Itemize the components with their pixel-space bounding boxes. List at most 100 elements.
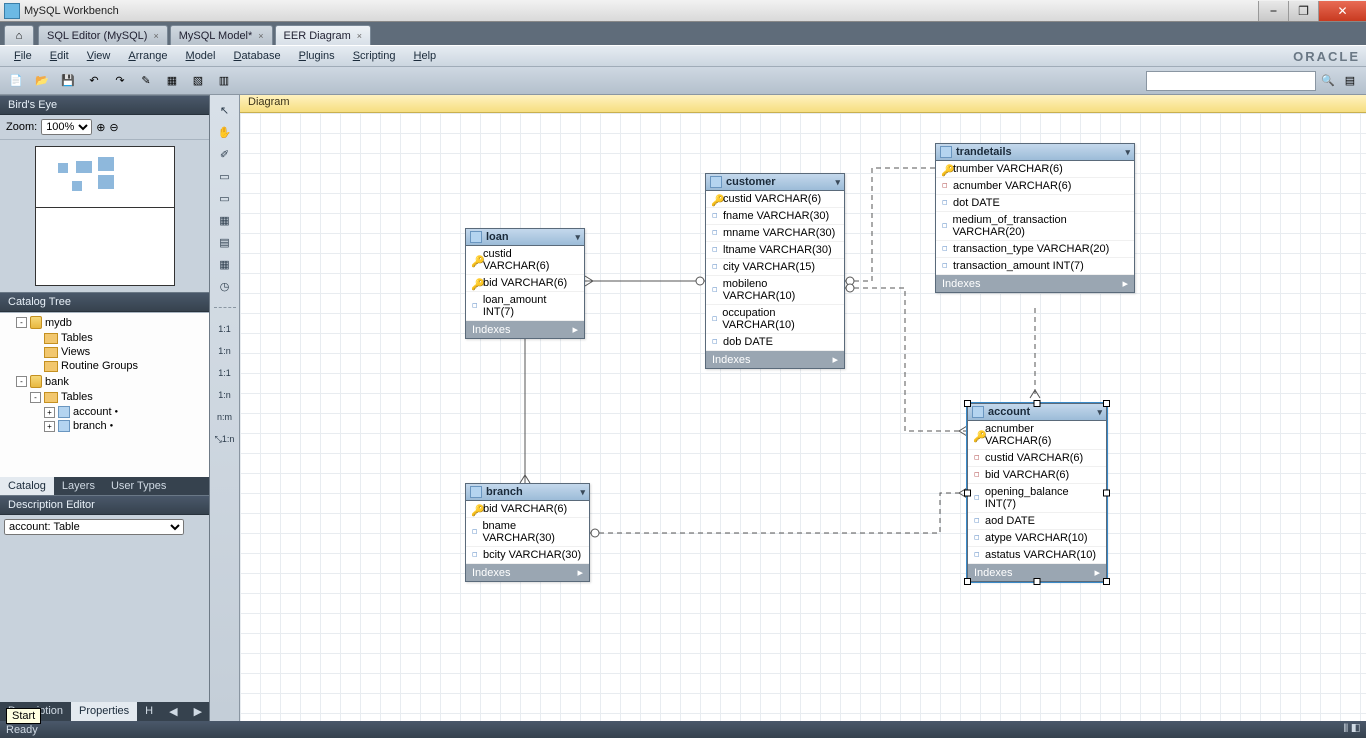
selection-handle[interactable] — [964, 400, 971, 407]
selection-handle[interactable] — [1103, 400, 1110, 407]
entity-branch[interactable]: branch▾🔑bid VARCHAR(6)◇bname VARCHAR(30)… — [465, 483, 590, 582]
entity-column[interactable]: ◇mobileno VARCHAR(10) — [706, 276, 844, 305]
entity-header[interactable]: loan▾ — [466, 229, 584, 246]
entity-column[interactable]: ◇mname VARCHAR(30) — [706, 225, 844, 242]
tree-expand-icon[interactable]: + — [44, 421, 55, 432]
home-tab[interactable]: ⌂ — [4, 25, 34, 45]
search-input[interactable] — [1146, 71, 1316, 91]
indexes-row[interactable]: Indexes▸ — [706, 351, 844, 368]
zoom-select[interactable]: 100% — [41, 119, 92, 135]
selection-handle[interactable] — [1034, 400, 1041, 407]
selection-handle[interactable] — [1103, 489, 1110, 496]
bottom-tab[interactable]: Properties — [71, 702, 137, 721]
entity-column[interactable]: ◇aod DATE — [968, 513, 1106, 530]
relation-tool-button[interactable]: n:m — [214, 406, 236, 428]
menu-item[interactable]: Plugins — [291, 48, 343, 64]
tree-expand-icon[interactable]: - — [30, 392, 41, 403]
menu-item[interactable]: Edit — [42, 48, 77, 64]
toolbar-button[interactable]: ✎ — [136, 71, 156, 91]
selection-handle[interactable] — [964, 578, 971, 585]
search-button[interactable]: 🔍 — [1318, 71, 1338, 91]
entity-header[interactable]: trandetails▾ — [936, 144, 1134, 161]
toolbar-button[interactable]: ▧ — [188, 71, 208, 91]
selection-handle[interactable] — [1034, 578, 1041, 585]
chevron-down-icon[interactable]: ▾ — [580, 487, 585, 498]
tool-button[interactable]: ▦ — [214, 253, 236, 275]
indexes-row[interactable]: Indexes▸ — [936, 275, 1134, 292]
entity-column[interactable]: ◇opening_balance INT(7) — [968, 484, 1106, 513]
entity-column[interactable]: ◇occupation VARCHAR(10) — [706, 305, 844, 334]
entity-column[interactable]: ◇atype VARCHAR(10) — [968, 530, 1106, 547]
entity-column[interactable]: ◇dob DATE — [706, 334, 844, 351]
relation-tool-button[interactable]: 1:1 — [214, 318, 236, 340]
tree-item[interactable]: -Tables — [30, 390, 207, 404]
toolbar-button[interactable]: ↷ — [110, 71, 130, 91]
bottom-tab[interactable]: H — [137, 702, 161, 721]
catalog-tree[interactable]: -mydbTablesViewsRoutine Groups-bank-Tabl… — [0, 313, 209, 437]
selection-handle[interactable] — [1103, 578, 1110, 585]
zoom-in-button[interactable]: ⊕ — [96, 121, 105, 134]
tab-close-icon[interactable]: × — [153, 31, 158, 41]
entity-column[interactable]: ◇bname VARCHAR(30) — [466, 518, 589, 547]
tree-item[interactable]: Views — [30, 345, 207, 359]
menu-item[interactable]: Scripting — [345, 48, 404, 64]
maximize-button[interactable]: ❐ — [1288, 1, 1318, 21]
relation-tool-button[interactable]: 1:n — [214, 384, 236, 406]
search-options-button[interactable]: ▤ — [1340, 71, 1360, 91]
toolbar-button[interactable]: 📄 — [6, 71, 26, 91]
tree-item[interactable]: Routine Groups — [30, 359, 207, 373]
diagram-canvas[interactable]: loan▾🔑custid VARCHAR(6)🔑bid VARCHAR(6)◇l… — [240, 113, 1366, 721]
entity-loan[interactable]: loan▾🔑custid VARCHAR(6)🔑bid VARCHAR(6)◇l… — [465, 228, 585, 339]
app-tab[interactable]: SQL Editor (MySQL)× — [38, 25, 168, 45]
left-tab[interactable]: Catalog — [0, 477, 54, 495]
toolbar-button[interactable]: 💾 — [58, 71, 78, 91]
tree-item[interactable]: +account ● — [44, 405, 207, 419]
entity-account[interactable]: account▾🔑acnumber VARCHAR(6)◇custid VARC… — [967, 403, 1107, 582]
entity-column[interactable]: ◇custid VARCHAR(6) — [968, 450, 1106, 467]
chevron-down-icon[interactable]: ▾ — [1125, 147, 1130, 158]
relation-tool-button[interactable]: 1:n — [214, 340, 236, 362]
relation-tool-button[interactable]: 1:1 — [214, 362, 236, 384]
entity-column[interactable]: 🔑acnumber VARCHAR(6) — [968, 421, 1106, 450]
entity-column[interactable]: ◇astatus VARCHAR(10) — [968, 547, 1106, 564]
bottom-tab-scroll[interactable]: ◀ — [161, 702, 185, 721]
entity-column[interactable]: ◇bid VARCHAR(6) — [968, 467, 1106, 484]
app-tab[interactable]: EER Diagram× — [275, 25, 372, 45]
tab-close-icon[interactable]: × — [258, 31, 263, 41]
menu-item[interactable]: Arrange — [120, 48, 175, 64]
toolbar-button[interactable]: ▥ — [214, 71, 234, 91]
chevron-down-icon[interactable]: ▾ — [1097, 407, 1102, 418]
tool-button[interactable]: ↖ — [214, 99, 236, 121]
entity-column[interactable]: 🔑custid VARCHAR(6) — [466, 246, 584, 275]
selection-handle[interactable] — [964, 489, 971, 496]
entity-column[interactable]: ◇fname VARCHAR(30) — [706, 208, 844, 225]
entity-column[interactable]: ◇dot DATE — [936, 195, 1134, 212]
tree-item[interactable]: -bank — [16, 374, 207, 389]
entity-header[interactable]: customer▾ — [706, 174, 844, 191]
entity-column[interactable]: ◇loan_amount INT(7) — [466, 292, 584, 321]
indexes-row[interactable]: Indexes▸ — [466, 564, 589, 581]
entity-column[interactable]: 🔑tnumber VARCHAR(6) — [936, 161, 1134, 178]
menu-item[interactable]: Database — [225, 48, 288, 64]
relation-tool-button[interactable]: ⤡1:n — [214, 428, 236, 450]
app-tab[interactable]: MySQL Model*× — [170, 25, 273, 45]
entity-column[interactable]: 🔑bid VARCHAR(6) — [466, 275, 584, 292]
tree-item[interactable]: Tables — [30, 331, 207, 345]
tab-close-icon[interactable]: × — [357, 31, 362, 41]
tool-button[interactable]: ▦ — [214, 209, 236, 231]
toolbar-button[interactable]: ▦ — [162, 71, 182, 91]
chevron-down-icon[interactable]: ▾ — [835, 177, 840, 188]
zoom-out-button[interactable]: ⊖ — [109, 121, 118, 134]
entity-column[interactable]: ◇city VARCHAR(15) — [706, 259, 844, 276]
entity-column[interactable]: 🔑custid VARCHAR(6) — [706, 191, 844, 208]
menu-item[interactable]: Model — [178, 48, 224, 64]
close-button[interactable]: ✕ — [1318, 1, 1366, 21]
entity-customer[interactable]: customer▾🔑custid VARCHAR(6)◇fname VARCHA… — [705, 173, 845, 369]
tool-button[interactable]: ◷ — [214, 275, 236, 297]
entity-column[interactable]: ◇transaction_type VARCHAR(20) — [936, 241, 1134, 258]
tree-expand-icon[interactable]: + — [44, 407, 55, 418]
menu-item[interactable]: View — [79, 48, 119, 64]
tool-button[interactable]: ▭ — [214, 187, 236, 209]
tool-button[interactable]: ▤ — [214, 231, 236, 253]
entity-column[interactable]: 🔑bid VARCHAR(6) — [466, 501, 589, 518]
